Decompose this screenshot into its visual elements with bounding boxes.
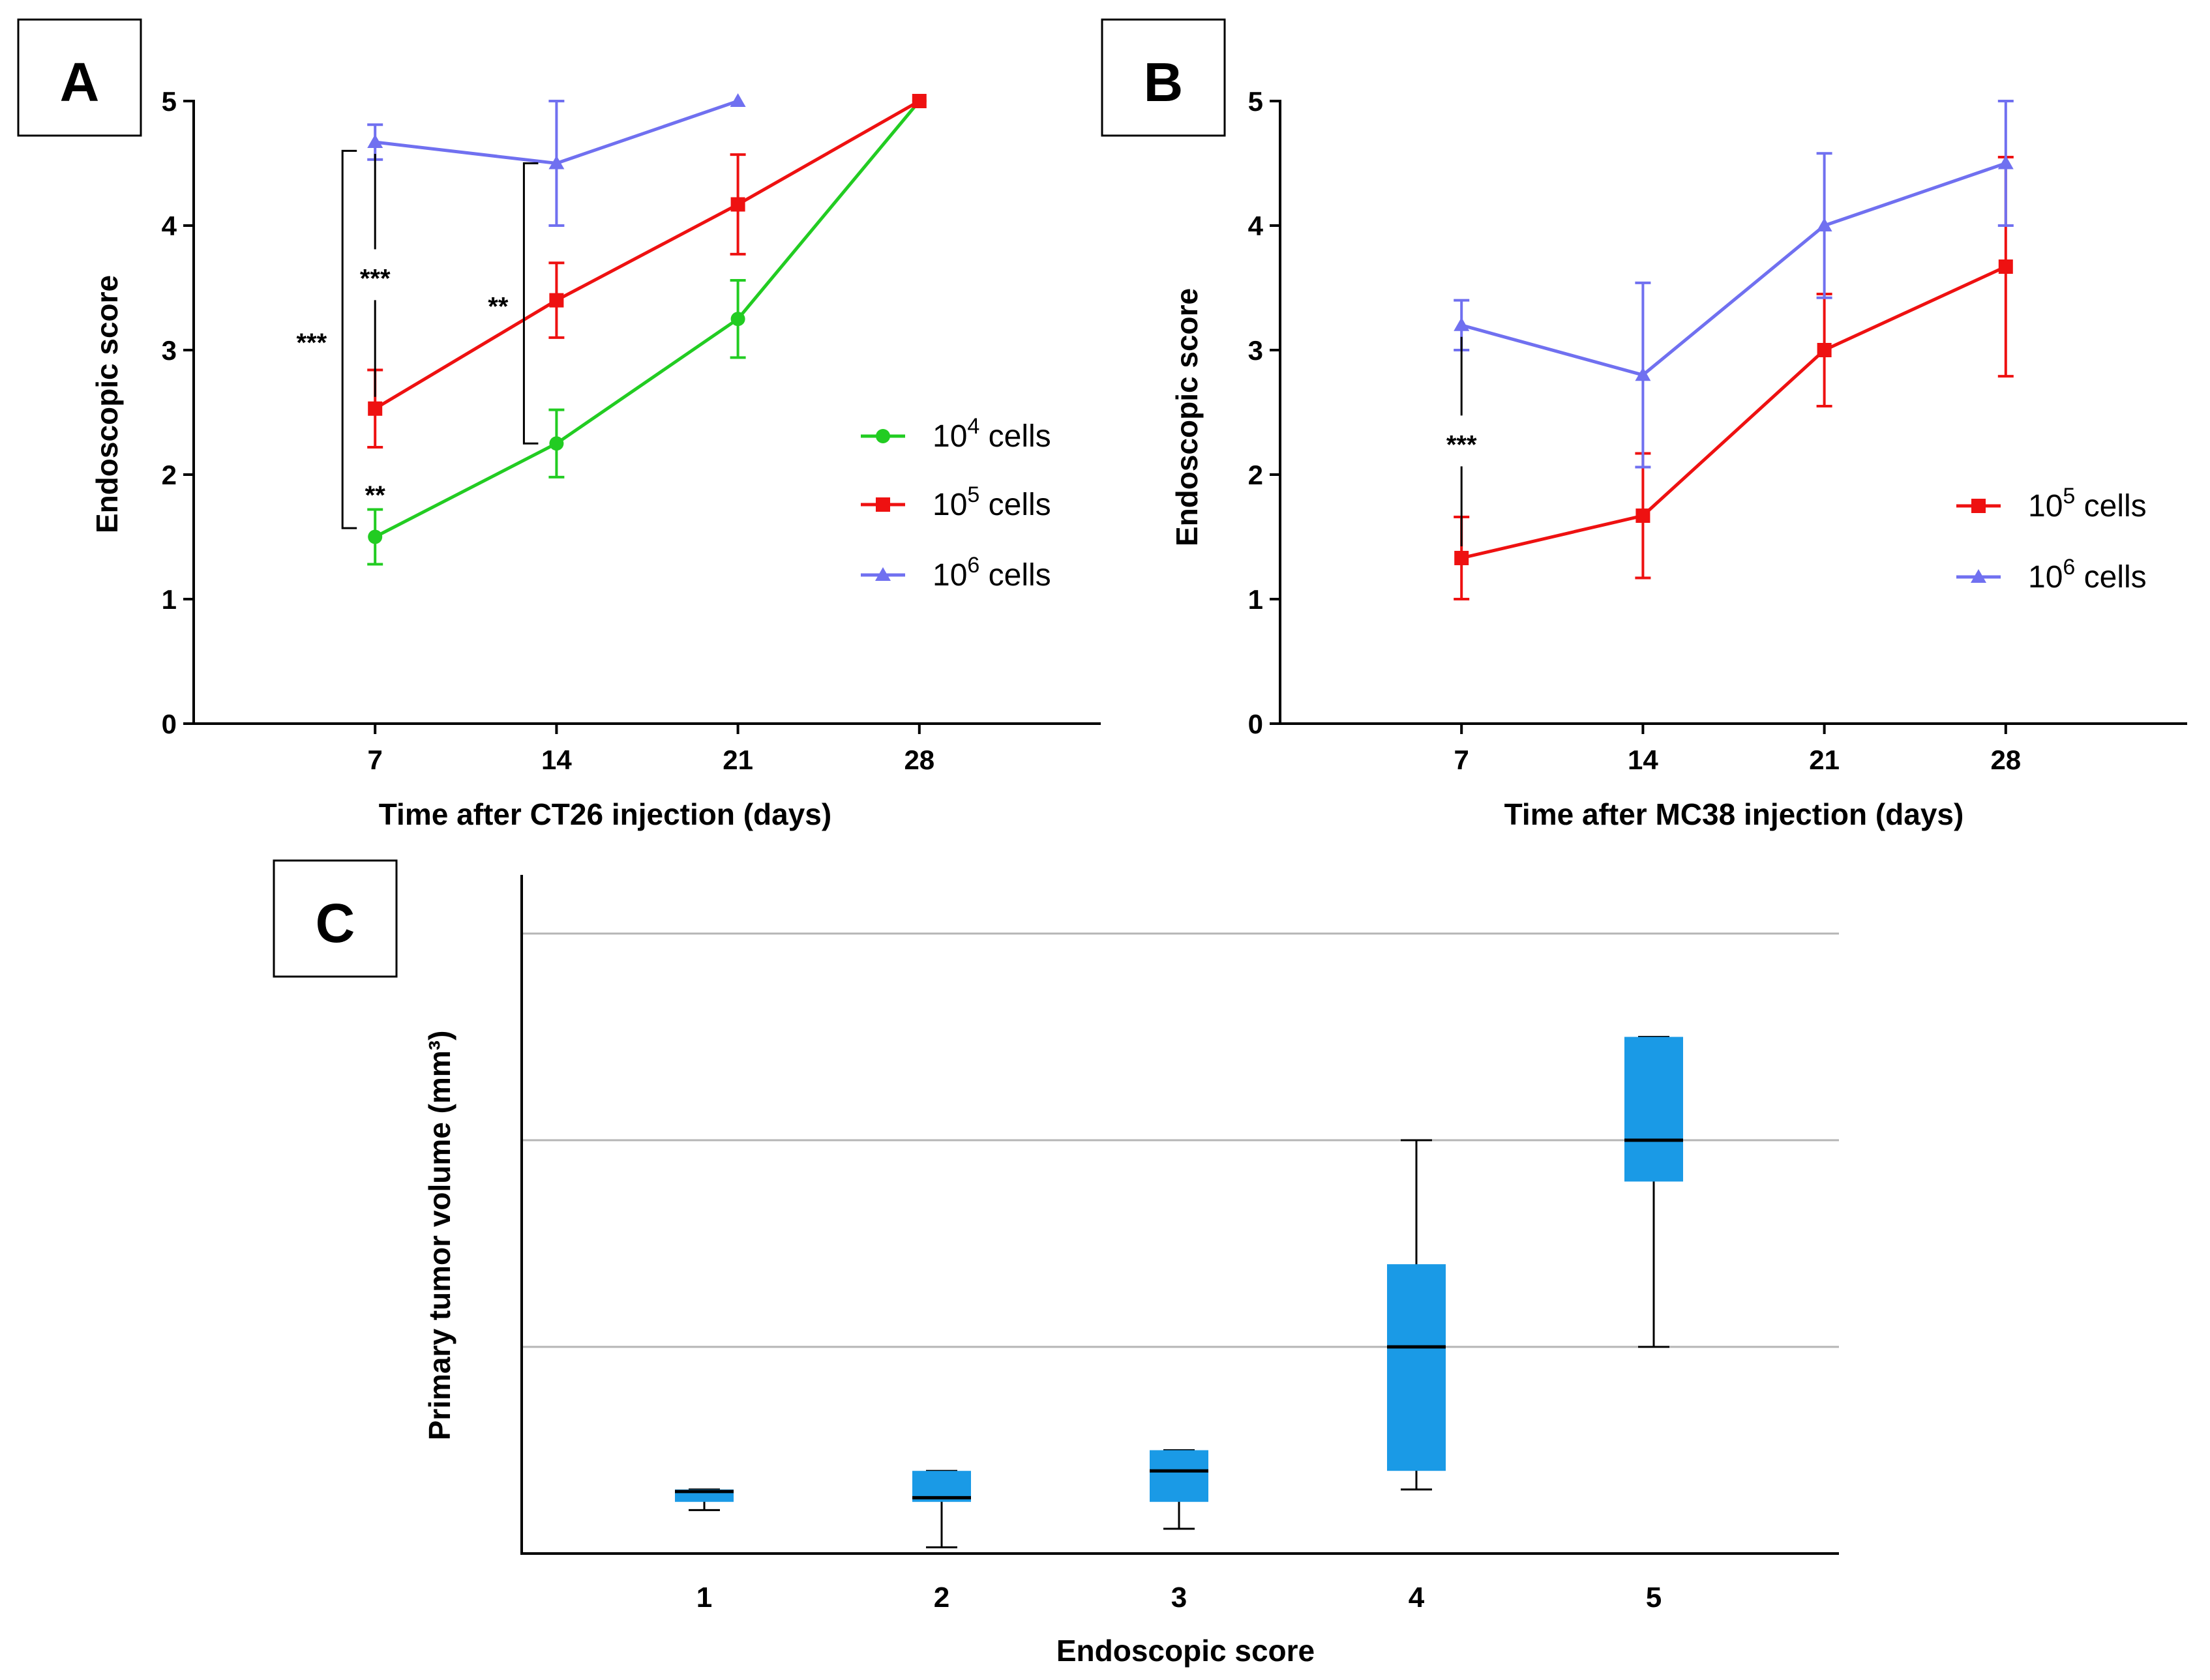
panel-b-point	[1998, 259, 2013, 274]
panel-b-point	[1454, 317, 1470, 331]
panel-c-x-tick-label: 1	[696, 1582, 712, 1614]
panel-a-series-line-5	[374, 99, 921, 410]
panel-c-x-axis-title: Endoscopic score	[1056, 1634, 1315, 1668]
panel-b-legend-label: 105 cells	[2028, 484, 2147, 523]
panel-a-legend-marker	[876, 429, 890, 443]
panel-b-point	[1997, 155, 2014, 169]
panel-c-label-box	[273, 859, 398, 978]
panel-b-legend-label: 106 cells	[2028, 555, 2147, 595]
panel-a-legend-label: 104 cells	[933, 414, 1051, 454]
panel-a-x-axis-title: Time after CT26 injection (days)	[379, 797, 831, 831]
panel-b-point	[1635, 508, 1650, 523]
panel-a-point	[549, 293, 564, 308]
panel-c-label: C	[316, 892, 355, 954]
panel-b-legend-marker	[1971, 569, 1986, 583]
panel-a-y-tick-label: 5	[162, 86, 177, 117]
panel-a-point	[549, 436, 564, 451]
panel-b-y-tick-label: 5	[1248, 86, 1263, 117]
panel-b-x-tick-label: 7	[1454, 744, 1469, 775]
panel-b-point	[1817, 343, 1832, 357]
panel-b-x-tick-label: 14	[1628, 744, 1658, 775]
panel-b-legend-marker	[1971, 499, 1986, 513]
panel-b-y-axis-title: Endoscopic score	[1170, 288, 1204, 546]
panel-b-point	[1816, 218, 1832, 231]
panel-a-point	[368, 401, 383, 416]
panel-b-x-tick-label: 28	[1990, 744, 2021, 775]
panel-a-point	[368, 529, 383, 544]
panel-a-significance-bracket	[522, 162, 539, 445]
panel-a-legend-marker	[875, 567, 891, 581]
panel-a-x-tick-label: 7	[368, 744, 383, 775]
panel-a-label: A	[60, 52, 100, 113]
panel-a-label-box	[17, 18, 142, 137]
panel-b-y-tick-label: 1	[1248, 584, 1263, 615]
panel-a-y-tick-label: 4	[162, 211, 177, 241]
panel-a-significance-label: ***	[360, 264, 391, 293]
panel-a-x-tick-label: 14	[541, 744, 572, 775]
panel-c-x-tick-label: 3	[1171, 1582, 1187, 1614]
panel-a-y-tick-label: 3	[162, 335, 177, 366]
panel-a-significance-label: ***	[296, 329, 327, 357]
panel-c: C Primary tumor volume (mm³) Endoscopic …	[273, 859, 1839, 1668]
panel-a-significance-bracket	[341, 149, 357, 529]
panel-a-point	[730, 197, 745, 212]
panel-c-box	[1150, 1450, 1208, 1502]
panel-a-y-tick-label: 1	[162, 584, 177, 615]
panel-b-point	[1454, 550, 1469, 565]
panel-b-x-tick-label: 21	[1809, 744, 1840, 775]
panel-a-point	[730, 93, 746, 107]
panel-a-point	[367, 134, 383, 149]
panel-a-x-tick-label: 21	[723, 744, 753, 775]
panel-a: A Endoscopic score Time after CT26 injec…	[17, 18, 1101, 831]
panel-b-y-tick-label: 2	[1248, 460, 1263, 490]
panel-a-y-tick-label: 0	[162, 709, 177, 739]
panel-a-y-axis-title: Endoscopic score	[90, 275, 124, 533]
panel-c-box	[1624, 1037, 1683, 1182]
panel-b-label: B	[1144, 52, 1184, 113]
panel-a-y-tick-label: 2	[162, 460, 177, 490]
panel-c-x-tick-label: 5	[1646, 1582, 1662, 1614]
panel-a-legend-label: 105 cells	[933, 482, 1051, 522]
panel-b-y-tick-label: 0	[1248, 709, 1263, 739]
panel-b-series-line-6	[1461, 162, 2007, 377]
panel-a-significance-label: **	[488, 292, 509, 321]
panel-a-point	[548, 155, 565, 169]
panel-b-x-axis-title: Time after MC38 injection (days)	[1504, 797, 1964, 831]
panel-a-series-line-4	[374, 100, 921, 538]
panel-c-x-tick-label: 2	[934, 1582, 949, 1614]
panel-b-label-box	[1101, 18, 1226, 137]
panel-a-legend-label: 106 cells	[933, 553, 1051, 593]
panel-a-significance-label: **	[365, 481, 386, 510]
panel-b-significance-label: ***	[1446, 430, 1477, 459]
panel-b-y-tick-label: 4	[1248, 211, 1264, 241]
panel-a-point	[730, 312, 745, 327]
panel-a-legend-marker	[876, 497, 890, 512]
panel-a-point	[912, 94, 927, 108]
panel-b-point	[1635, 367, 1651, 381]
panel-c-x-tick-label: 4	[1409, 1582, 1425, 1614]
panel-c-box	[1387, 1264, 1446, 1471]
panel-b-series-line-5	[1461, 265, 2007, 560]
panel-b: B Endoscopic score Time after MC38 injec…	[1101, 18, 2187, 831]
panel-a-x-tick-label: 28	[904, 744, 934, 775]
panel-b-y-tick-label: 3	[1248, 335, 1263, 366]
panel-c-y-axis-title: Primary tumor volume (mm³)	[423, 1031, 456, 1441]
